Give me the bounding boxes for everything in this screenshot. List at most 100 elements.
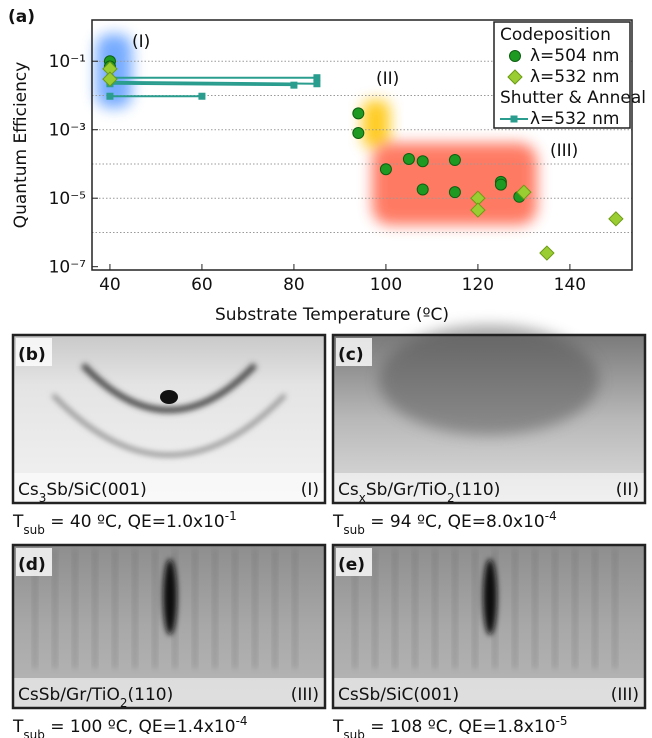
panel-label: (d) (18, 555, 46, 575)
pattern-streak (413, 550, 417, 668)
pattern-streak (433, 550, 437, 668)
pattern-streak (533, 550, 537, 668)
pattern-streak (53, 550, 57, 668)
region-label: (II) (616, 480, 639, 500)
data-point (313, 74, 321, 82)
caption: Tsub = 108 ºC, QE=1.8x10-5 (332, 714, 568, 738)
legend-marker (507, 69, 523, 85)
data-point (402, 152, 415, 165)
caption-part: = 108 ºC, QE=1.8x10 (365, 717, 556, 737)
pattern-streak (573, 550, 577, 668)
material-part: (110) (128, 685, 174, 705)
caption-part: T (12, 717, 24, 737)
panel-label: (b) (18, 345, 46, 365)
pattern-arc (51, 393, 287, 457)
data-point (448, 154, 461, 167)
pattern-spot (160, 390, 178, 404)
data-point (448, 186, 461, 199)
caption-sup: -4 (236, 714, 248, 728)
plot-frame (91, 19, 633, 271)
material-part: Sb/SiC(001) (46, 480, 146, 500)
data-point (416, 183, 429, 196)
data-point (539, 245, 555, 261)
data-point (313, 80, 321, 88)
pattern-streak (113, 550, 117, 668)
pattern-streak (213, 550, 217, 668)
panel-label: (c) (338, 345, 364, 365)
caption: Tsub = 100 ºC, QE=1.4x10-4 (12, 714, 248, 738)
pattern-streak (393, 550, 397, 668)
material-part: CsSb/SiC(001) (338, 685, 459, 705)
region-label: (I) (301, 480, 319, 500)
pattern-spot (163, 559, 177, 635)
pattern-streak (73, 550, 77, 668)
y-tick-label: 10⁻³ (49, 121, 86, 141)
pattern-streak (473, 550, 477, 668)
x-tick-label: 140 (554, 275, 586, 295)
panel-label-bg (16, 548, 52, 576)
data-point (352, 107, 365, 120)
pattern-streak (293, 550, 297, 668)
pattern-glow (379, 325, 599, 435)
pattern-streak (513, 550, 517, 668)
panel-frame (331, 543, 647, 710)
legend-heading: Shutter & Anneal (500, 88, 646, 108)
diffraction-panel: (b) Cs3Sb/SiC(001) (I) Tsub = 40 ºC, QE=1.0… (11, 333, 327, 537)
y-tick-label: 10⁻⁵ (49, 189, 86, 209)
panel-label-bg (336, 548, 372, 576)
pattern-arc (80, 362, 258, 413)
material-part: 3 (39, 491, 47, 505)
caption: Tsub = 40 ºC, QE=1.0x10-1 (12, 509, 237, 537)
line-segment (109, 82, 294, 87)
y-tick-label: 10⁻¹ (49, 52, 86, 72)
pattern-streak (593, 550, 597, 668)
panel-label-bg (336, 338, 372, 366)
pattern-streak (153, 550, 157, 668)
data-point (608, 211, 624, 227)
data-point (379, 163, 392, 176)
material-part: Cs (18, 480, 39, 500)
line-segment (109, 80, 317, 85)
label-strip (333, 678, 645, 708)
data-point (470, 202, 486, 218)
panel-label-bg (16, 338, 52, 366)
caption-part: = 94 ºC, QE=8.0x10 (365, 512, 545, 532)
pattern-streak (253, 550, 257, 668)
material-label: CsSb/Gr/TiO2(110) (18, 685, 173, 710)
x-tick-label: 80 (283, 275, 305, 295)
pattern-streak (273, 550, 277, 668)
y-axis-label: Quantum Efficiency (11, 62, 31, 229)
caption-sub: sub (23, 523, 44, 537)
data-point (198, 92, 206, 100)
panel-label: (e) (338, 555, 365, 575)
pattern-streak (613, 550, 617, 668)
pattern-streak (133, 550, 137, 668)
material-part: CsSb/Gr/TiO (18, 685, 120, 705)
caption-part: T (12, 512, 24, 532)
data-point (494, 178, 507, 191)
x-tick-label: 100 (370, 275, 402, 295)
data-point (516, 184, 532, 200)
legend-label: λ=532 nm (530, 67, 620, 87)
pattern-streak (193, 550, 197, 668)
caption: Tsub = 94 ºC, QE=8.0x10-4 (332, 509, 557, 537)
data-point (290, 81, 298, 89)
annotation: (III) (550, 141, 578, 161)
data-point (416, 155, 429, 168)
label-strip (13, 473, 325, 503)
x-tick-label: 120 (462, 275, 494, 295)
x-axis-label: Substrate Temperature (ºC) (215, 305, 449, 325)
x-tick-label: 60 (191, 275, 213, 295)
label-strip (13, 678, 325, 708)
caption-part: T (332, 512, 344, 532)
label-strip (333, 473, 645, 503)
caption-sup: -4 (545, 509, 557, 523)
caption-sup: -5 (556, 714, 568, 728)
caption-sup: -1 (225, 509, 237, 523)
caption-part: = 100 ºC, QE=1.4x10 (45, 717, 236, 737)
panel-frame (331, 333, 647, 505)
pattern-streak (353, 550, 357, 668)
diffraction-panel: (e) CsSb/SiC(001) (III) Tsub = 108 ºC, QE=1… (331, 543, 647, 738)
